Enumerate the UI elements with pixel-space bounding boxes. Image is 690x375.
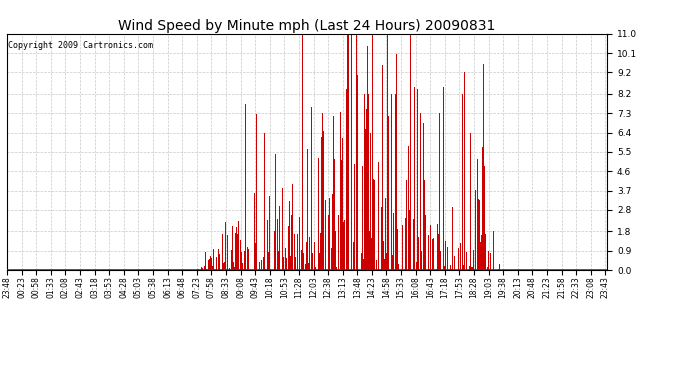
- Text: Copyright 2009 Cartronics.com: Copyright 2009 Cartronics.com: [8, 41, 153, 50]
- Title: Wind Speed by Minute mph (Last 24 Hours) 20090831: Wind Speed by Minute mph (Last 24 Hours)…: [119, 19, 495, 33]
